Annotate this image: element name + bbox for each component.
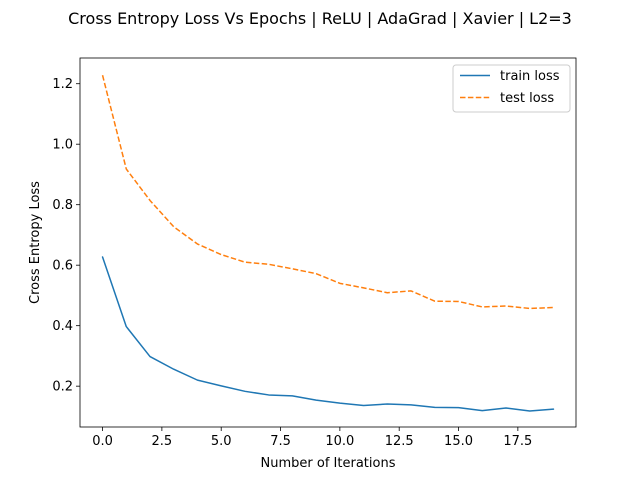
y-tick-label: 0.6 xyxy=(52,259,73,274)
series-lines xyxy=(101,75,555,412)
y-tick-label: 0.8 xyxy=(52,198,73,213)
y-tick-label: 0.2 xyxy=(52,380,73,395)
x-axis-label: Number of Iterations xyxy=(261,456,396,471)
y-tick-label: 0.4 xyxy=(52,319,73,334)
y-tick-label: 1.2 xyxy=(52,77,73,92)
x-tick-label: 7.5 xyxy=(270,434,291,449)
plot-frame xyxy=(79,57,577,428)
y-axis-label: Cross Entropy Loss xyxy=(28,181,43,304)
x-tick-label: 15.0 xyxy=(444,434,473,449)
x-tick-label: 10.0 xyxy=(325,434,354,449)
x-tick-label: 0.0 xyxy=(92,434,113,449)
series-line-test-loss xyxy=(101,75,554,310)
ticks: 0.0 2.5 5.0 7.5 10.0 12.5 15.0 17.5 0.2 0.4 0.6 0.8… xyxy=(52,77,532,449)
legend-label-test-loss: test loss xyxy=(500,91,554,106)
x-tick-label: 2.5 xyxy=(152,434,173,449)
plot-area xyxy=(80,58,576,427)
legend: train loss test loss xyxy=(452,64,571,113)
legend-label-train-loss: train loss xyxy=(500,69,560,84)
x-tick-label: 17.5 xyxy=(503,434,532,449)
chart-title: Cross Entropy Loss Vs Epochs | ReLU | Ad… xyxy=(68,9,572,28)
y-tick-label: 1.0 xyxy=(52,138,73,153)
x-tick-label: 5.0 xyxy=(211,434,232,449)
legend-box xyxy=(452,64,571,113)
x-tick-label: 12.5 xyxy=(385,434,414,449)
series-line-train-loss xyxy=(101,256,555,412)
